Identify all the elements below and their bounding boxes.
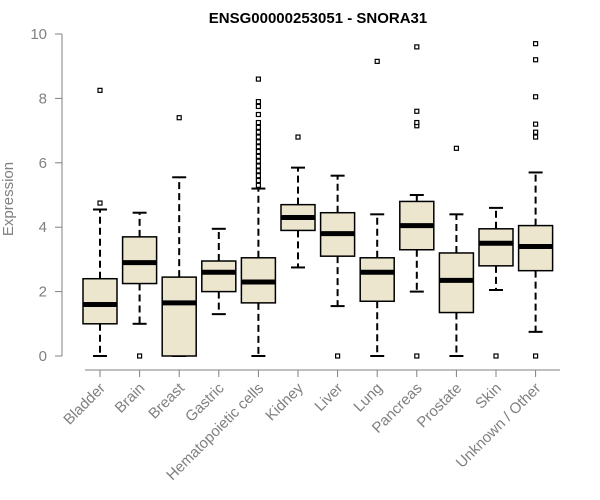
outlier-point [532,94,539,100]
outlier-point [137,353,143,359]
outlier-point [532,57,539,63]
y-axis-label: Expression [0,162,17,236]
outlier-point [176,115,182,121]
outlier-point [414,119,420,126]
outlier-point [414,108,420,114]
box-iqr [201,260,237,293]
outlier-point [255,76,261,82]
outlier-point [255,153,261,159]
x-tick-label: Brain [112,380,149,417]
y-ticks: 0 2 4 6 8 10 [30,26,62,365]
box-group [319,174,356,359]
boxes [82,41,554,359]
chart-title: ENSG00000253051 - SNORA31 [209,10,427,27]
outlier-point [255,158,261,164]
outlier-point [532,353,539,359]
box-group [161,115,197,357]
x-tick-label: Skin [472,380,505,413]
box-group [121,211,158,359]
outlier-point [532,134,539,140]
y-tick-label: 6 [39,155,47,172]
outlier-point [97,200,103,206]
outlier-point [295,134,301,140]
box-group [240,76,277,357]
outlier-point [255,139,261,145]
outlier-point [532,41,539,47]
outlier-point [374,58,380,64]
outlier-point [255,111,261,118]
x-tick-label: Breast [145,379,188,422]
outlier-point [414,44,420,50]
y-tick-label: 0 [39,348,47,365]
outlier-point [255,103,261,110]
outlier-point [255,177,261,184]
x-tick-label: Kidney [262,379,307,424]
box-group [478,206,514,359]
outlier-point [493,353,499,359]
box-group [517,41,554,359]
outlier-point [97,87,103,93]
outlier-point [255,129,261,135]
box-group [438,145,475,357]
box-group [399,44,435,359]
box-group [201,227,237,316]
box-iqr [161,276,197,357]
box-group [359,58,395,357]
y-tick-label: 10 [30,26,47,43]
box-group [280,134,316,269]
outlier-point [255,182,261,188]
x-tick-label: Prostate [414,380,466,432]
y-tick-label: 4 [39,219,47,236]
outlier-point [335,353,341,359]
outlier-point [255,124,261,130]
x-tick-label: Lung [350,380,386,416]
y-tick-label: 2 [39,284,47,301]
x-tick-label: Bladder [60,380,109,429]
outlier-point [255,134,261,140]
box-iqr [359,257,395,303]
box-group [82,87,118,357]
box-iqr [478,228,514,267]
outlier-point [255,168,261,174]
outlier-point [255,119,261,126]
outlier-point [532,129,539,135]
x-tick-label: Liver [311,380,346,415]
outlier-point [414,353,420,359]
y-tick-label: 8 [39,90,47,107]
outlier-point [255,163,261,169]
box-iqr [82,277,118,325]
outlier-point [255,148,261,155]
outlier-point [255,99,261,105]
outlier-point [255,173,261,179]
outlier-point [532,121,539,127]
outlier-point [255,144,261,150]
outlier-point [453,145,459,151]
